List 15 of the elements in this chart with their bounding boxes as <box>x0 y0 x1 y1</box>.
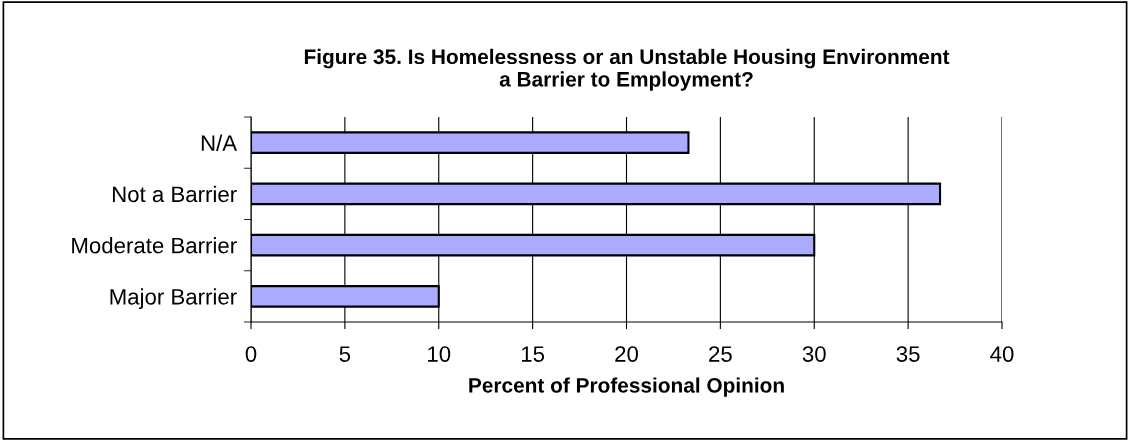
y-tick-label: Major Barrier <box>110 288 237 310</box>
x-tick-label: 25 <box>709 346 732 362</box>
x-tick-label: 35 <box>896 346 920 362</box>
y-tick-label: Not a Barrier <box>112 185 237 203</box>
x-tick-label: 0 <box>245 346 257 362</box>
chart-title: Figure 35. Is Homelessness or an Unstable Housing Environment a Barrier to Employment? <box>304 48 950 91</box>
x-tick-label: 15 <box>521 346 545 362</box>
x-axis-title: Percent of Professional Opinion <box>469 377 784 397</box>
x-tick-label: 30 <box>802 346 826 362</box>
x-tick-label: 20 <box>615 346 638 362</box>
x-tick-label: 40 <box>990 346 1014 362</box>
y-tick-label: N/A <box>201 134 238 151</box>
x-tick-label: 5 <box>339 346 351 362</box>
x-tick-label: 10 <box>428 346 451 362</box>
y-tick-label: Moderate Barrier <box>72 237 237 254</box>
